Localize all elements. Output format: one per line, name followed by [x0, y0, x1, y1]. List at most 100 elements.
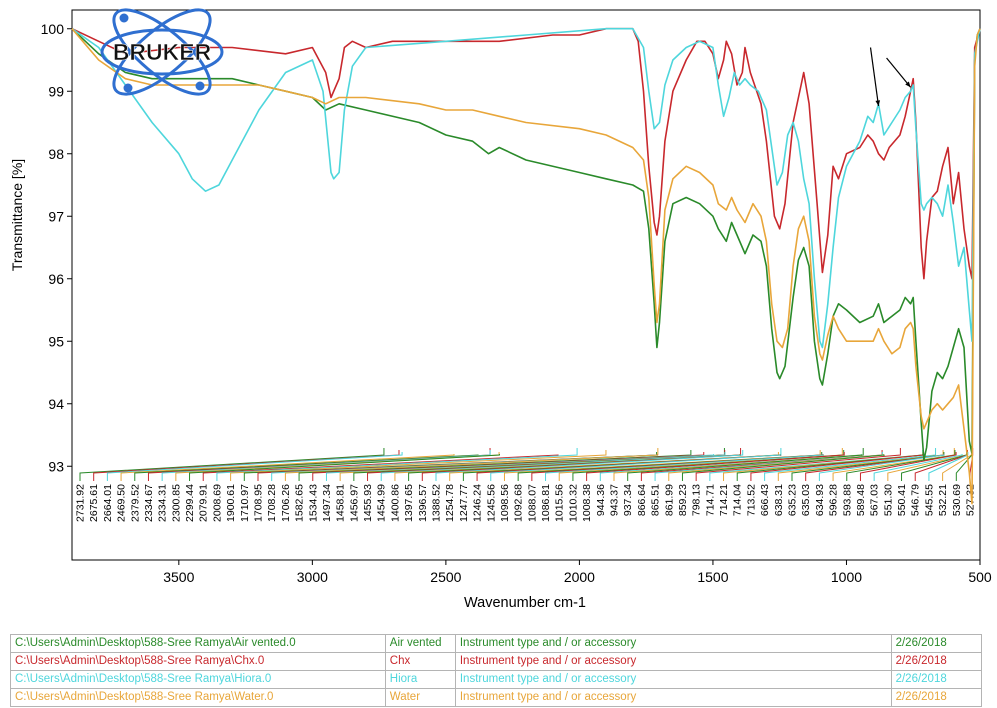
peak-label: 2334.67 [143, 484, 155, 522]
peak-label: 1098.56 [499, 484, 511, 522]
peak-leader [846, 450, 956, 481]
peak-label: 1400.86 [389, 484, 401, 522]
legend-table: C:\Users\Admin\Desktop\588-Sree Ramya\Ai… [10, 634, 983, 707]
peak-label: 1710.97 [239, 484, 251, 522]
peak-leader [818, 454, 945, 481]
peak-label: 550.41 [896, 484, 908, 516]
peak-label: 2300.85 [170, 484, 182, 522]
legend-description: Instrument type and / or accessory [454, 670, 892, 689]
x-tick-label: 500 [968, 569, 992, 585]
peak-leader [106, 452, 403, 481]
legend-row: C:\Users\Admin\Desktop\588-Sree Ramya\Wa… [10, 688, 983, 707]
legend-label: Chx [384, 652, 456, 671]
peak-label: 713.52 [745, 484, 757, 516]
series-line-water [71, 28, 981, 505]
peak-leader [586, 452, 845, 481]
y-tick-label: 94 [48, 396, 64, 412]
peak-leader [93, 450, 400, 481]
peak-label: 1458.81 [335, 484, 347, 522]
peak-leader [380, 452, 726, 481]
peak-leader [490, 448, 782, 481]
legend-path: C:\Users\Admin\Desktop\588-Sree Ramya\Wa… [10, 688, 386, 707]
peak-label: 1010.32 [567, 484, 579, 522]
peak-label: 1254.78 [444, 484, 456, 522]
x-tick-label: 2500 [430, 569, 461, 585]
peak-label: 1247.77 [458, 484, 470, 522]
peak-label: 1246.24 [472, 484, 484, 522]
peak-label: 714.71 [704, 484, 716, 516]
peak-label: 2469.50 [116, 484, 128, 522]
peak-label: 1388.52 [431, 484, 443, 522]
peak-label: 596.28 [828, 484, 840, 516]
y-axis-ticks: 93 94 95 96 97 98 99 100 [41, 21, 72, 474]
peak-label: 545.55 [923, 484, 935, 516]
peak-leader [627, 448, 864, 481]
ftir-chart: 93 94 95 96 97 98 99 100 3500 3000 2500 2000 1500 10… [9, 8, 992, 611]
legend-label: Air vented [384, 634, 456, 653]
bruker-logo: BRUKER [100, 8, 224, 96]
peak-label: 638.31 [773, 484, 785, 516]
legend-label: Water [384, 688, 456, 707]
peak-label: 943.37 [609, 484, 621, 516]
peak-label: 1086.81 [540, 484, 552, 522]
legend-description: Instrument type and / or accessory [454, 688, 892, 707]
legend-row: C:\Users\Admin\Desktop\588-Sree Ramya\Ai… [10, 634, 983, 653]
peak-leader [764, 448, 937, 481]
y-axis-label: Transmittance [%] [9, 159, 25, 271]
series-lines [71, 27, 981, 505]
peak-label: 2334.31 [157, 484, 169, 522]
peak-leader [325, 454, 715, 481]
peak-label: 2079.91 [198, 484, 210, 522]
x-tick-label: 3500 [163, 569, 194, 585]
peak-label: 1708.28 [266, 484, 278, 522]
peak-label: 567.03 [869, 484, 881, 516]
peak-label: 1582.65 [294, 484, 306, 522]
peak-label: 666.43 [759, 484, 771, 516]
peak-leader [189, 454, 500, 481]
peak-leader [654, 452, 883, 481]
peak-label: 2731.92 [75, 484, 87, 522]
x-tick-label: 3000 [297, 569, 328, 585]
peak-label: 714.04 [732, 484, 744, 516]
y-tick-label: 100 [41, 21, 65, 37]
peak-leader [558, 448, 843, 481]
x-axis-ticks: 3500 3000 2500 2000 1500 1000 500 [163, 560, 992, 585]
x-axis-label: Wavenumber cm-1 [464, 595, 586, 611]
peak-label: 1008.38 [581, 484, 593, 522]
peak-label: 589.48 [855, 484, 867, 516]
annotation-arrows [869, 47, 912, 107]
peak-leader [284, 448, 659, 481]
peak-leader [312, 452, 705, 481]
legend-row: C:\Users\Admin\Desktop\588-Sree Ramya\Ch… [10, 652, 983, 671]
peak-leader [545, 454, 824, 481]
peak-label: 635.03 [800, 484, 812, 516]
peak-label: 530.69 [951, 484, 963, 516]
peak-leader [435, 450, 744, 481]
legend-description: Instrument type and / or accessory [454, 634, 892, 653]
series-line-air-vented [71, 28, 981, 461]
peak-leader [942, 454, 972, 481]
peak-label: 2299.44 [184, 484, 196, 522]
peak-label: 1088.07 [526, 484, 538, 522]
peak-leader [928, 452, 969, 481]
peak-label: 859.23 [677, 484, 689, 516]
peak-leader [79, 448, 385, 481]
peak-label: 1454.99 [376, 484, 388, 522]
peak-label: 532.21 [937, 484, 949, 516]
peak-leader [873, 454, 963, 481]
peak-label: 1497.34 [321, 484, 333, 522]
legend-date: 2/26/2018 [890, 634, 983, 653]
peak-label: 551.30 [882, 484, 894, 516]
peak-leader [695, 448, 901, 481]
peak-label: 2379.52 [129, 484, 141, 522]
peak-leader [599, 454, 862, 481]
plot-frame [71, 9, 981, 561]
peak-markers: 2731.92 2675.61 2664.01 2469.50 2379.52 2334.… [75, 448, 977, 522]
y-tick-label: 96 [48, 271, 64, 287]
peak-label: 1245.56 [485, 484, 497, 522]
peak-leader [161, 450, 491, 481]
peak-label: 937.34 [622, 484, 634, 516]
legend-label: Hiora [384, 670, 456, 689]
y-tick-label: 97 [48, 208, 64, 224]
peak-label: 865.51 [650, 484, 662, 516]
